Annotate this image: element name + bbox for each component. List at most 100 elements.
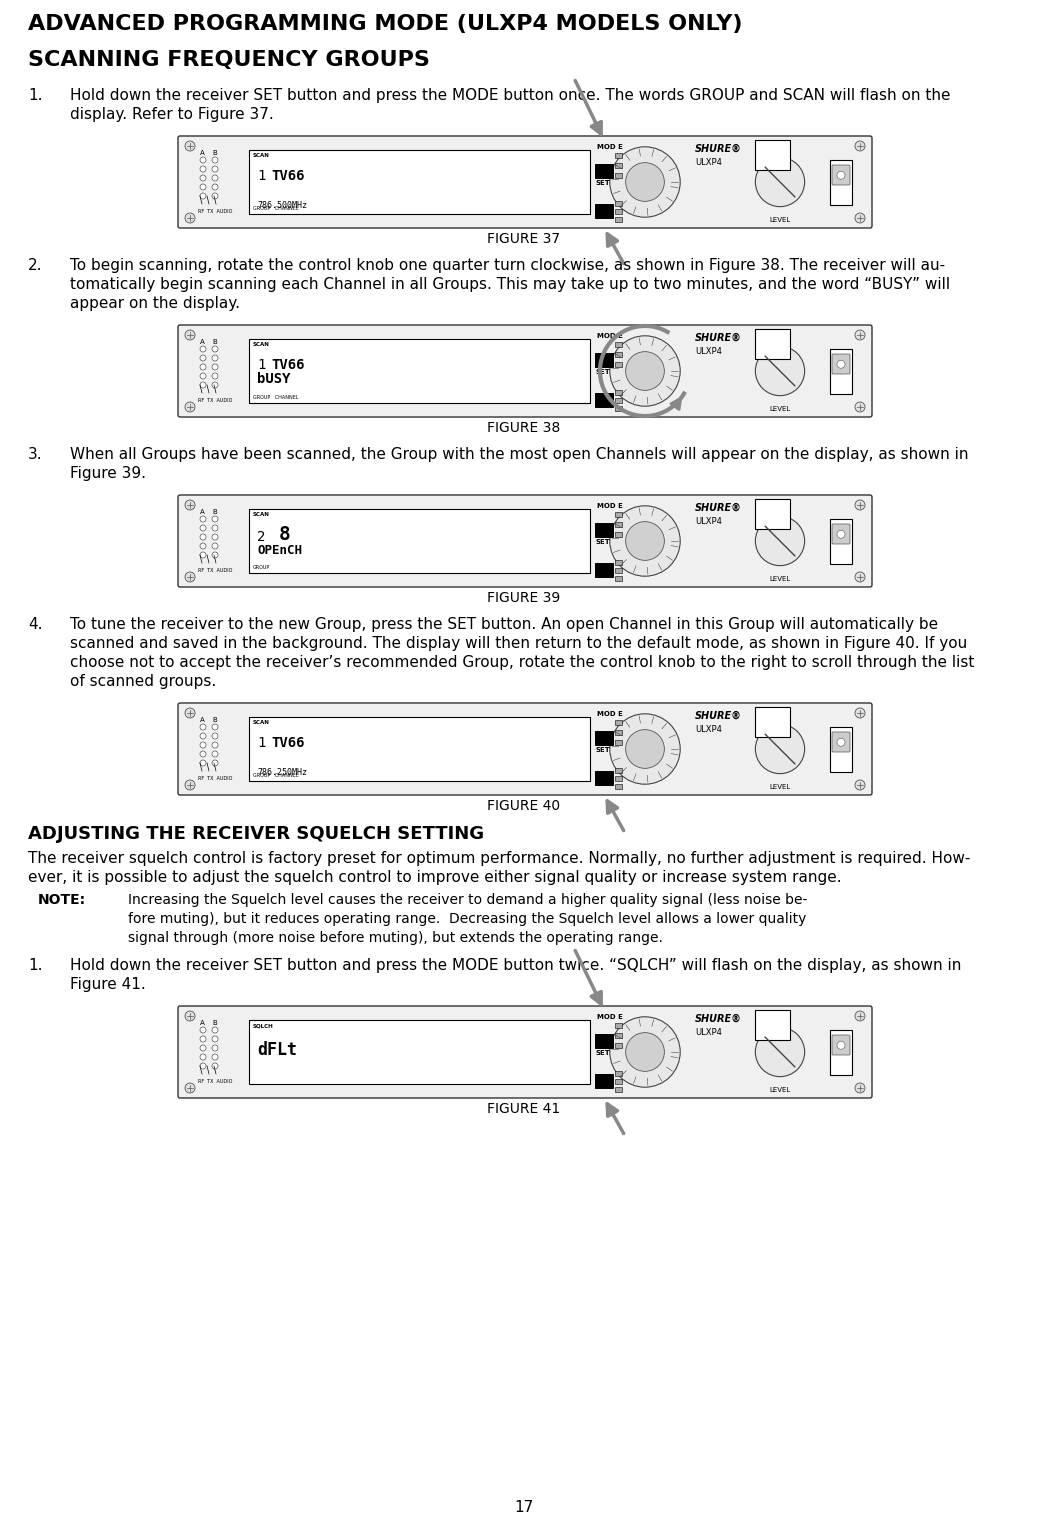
Circle shape xyxy=(756,157,805,207)
Circle shape xyxy=(200,552,206,559)
Text: scanned and saved in the background. The display will then return to the default: scanned and saved in the background. The… xyxy=(70,636,967,651)
Text: Hold down the receiver SET button and press the MODE button twice. “SQLCH” will : Hold down the receiver SET button and pr… xyxy=(70,957,961,973)
FancyBboxPatch shape xyxy=(178,326,872,417)
Circle shape xyxy=(212,345,218,352)
Circle shape xyxy=(212,1036,218,1043)
Circle shape xyxy=(185,330,195,339)
Text: 1: 1 xyxy=(257,169,265,183)
Circle shape xyxy=(212,175,218,181)
Circle shape xyxy=(200,516,206,522)
Text: FIGURE 40: FIGURE 40 xyxy=(487,799,561,813)
FancyBboxPatch shape xyxy=(615,342,623,347)
FancyBboxPatch shape xyxy=(830,160,852,204)
Text: SHURE®: SHURE® xyxy=(695,145,742,154)
Text: GROUP   CHANNEL: GROUP CHANNEL xyxy=(253,773,299,778)
Text: The receiver squelch control is factory preset for optimum performance. Normally: The receiver squelch control is factory … xyxy=(28,851,970,866)
Circle shape xyxy=(626,1032,664,1071)
Text: SCANNING FREQUENCY GROUPS: SCANNING FREQUENCY GROUPS xyxy=(28,50,430,70)
Text: LEVEL: LEVEL xyxy=(769,575,790,581)
Text: signal through (more noise before muting), but extends the operating range.: signal through (more noise before muting… xyxy=(128,931,663,945)
Text: MOD E: MOD E xyxy=(597,1014,623,1020)
Circle shape xyxy=(212,552,218,559)
Text: ULXP4: ULXP4 xyxy=(695,1027,722,1036)
Text: display. Refer to Figure 37.: display. Refer to Figure 37. xyxy=(70,107,274,122)
Circle shape xyxy=(855,1084,865,1093)
Circle shape xyxy=(200,382,206,388)
Circle shape xyxy=(212,373,218,379)
Text: SET: SET xyxy=(595,180,610,186)
FancyBboxPatch shape xyxy=(595,1075,613,1088)
Text: SHURE®: SHURE® xyxy=(695,333,742,342)
Text: SET: SET xyxy=(595,1050,610,1056)
Circle shape xyxy=(212,157,218,163)
Circle shape xyxy=(200,1036,206,1043)
Text: B: B xyxy=(212,339,217,345)
Text: ADJUSTING THE RECEIVER SQUELCH SETTING: ADJUSTING THE RECEIVER SQUELCH SETTING xyxy=(28,825,484,843)
Text: RF  TX  AUDIO: RF TX AUDIO xyxy=(198,1079,233,1084)
Text: A: A xyxy=(200,508,204,514)
Circle shape xyxy=(200,373,206,379)
FancyBboxPatch shape xyxy=(830,726,852,772)
FancyBboxPatch shape xyxy=(830,519,852,563)
Circle shape xyxy=(855,402,865,412)
FancyBboxPatch shape xyxy=(615,201,623,205)
Circle shape xyxy=(200,184,206,190)
Text: A: A xyxy=(200,339,204,345)
Text: FIGURE 38: FIGURE 38 xyxy=(487,422,561,435)
FancyBboxPatch shape xyxy=(615,776,623,781)
FancyBboxPatch shape xyxy=(615,560,623,565)
Circle shape xyxy=(200,175,206,181)
Text: 786.250MHz: 786.250MHz xyxy=(257,769,307,778)
Text: RF  TX  AUDIO: RF TX AUDIO xyxy=(198,568,233,572)
Circle shape xyxy=(855,572,865,581)
Circle shape xyxy=(212,516,218,522)
Text: Increasing the Squelch level causes the receiver to demand a higher quality sign: Increasing the Squelch level causes the … xyxy=(128,893,807,907)
Text: SCAN: SCAN xyxy=(253,511,270,517)
Text: 1: 1 xyxy=(257,358,265,371)
FancyBboxPatch shape xyxy=(615,740,623,744)
FancyBboxPatch shape xyxy=(595,563,613,577)
FancyBboxPatch shape xyxy=(615,362,623,367)
Text: 1: 1 xyxy=(257,737,265,750)
Circle shape xyxy=(200,345,206,352)
Text: ULXP4: ULXP4 xyxy=(695,347,722,356)
Text: MOD E: MOD E xyxy=(597,333,623,339)
Text: SET: SET xyxy=(595,368,610,374)
FancyBboxPatch shape xyxy=(615,568,623,572)
Circle shape xyxy=(610,714,680,784)
Circle shape xyxy=(855,1011,865,1021)
Circle shape xyxy=(610,505,680,577)
Circle shape xyxy=(837,172,845,180)
Text: MOD E: MOD E xyxy=(597,502,623,508)
FancyBboxPatch shape xyxy=(615,1079,623,1084)
Text: GROUP: GROUP xyxy=(253,565,270,571)
FancyBboxPatch shape xyxy=(832,164,850,186)
FancyBboxPatch shape xyxy=(178,703,872,794)
Circle shape xyxy=(200,743,206,747)
Circle shape xyxy=(185,779,195,790)
Text: Figure 39.: Figure 39. xyxy=(70,466,146,481)
Circle shape xyxy=(212,534,218,540)
Circle shape xyxy=(837,361,845,368)
Text: TV66: TV66 xyxy=(271,737,305,750)
Text: choose not to accept the receiver’s recommended Group, rotate the control knob t: choose not to accept the receiver’s reco… xyxy=(70,654,975,670)
Circle shape xyxy=(837,738,845,746)
Text: SCAN: SCAN xyxy=(253,720,270,724)
FancyBboxPatch shape xyxy=(595,164,613,178)
Circle shape xyxy=(200,157,206,163)
Text: To tune the receiver to the new Group, press the SET button. An open Channel in : To tune the receiver to the new Group, p… xyxy=(70,616,938,632)
Text: SHURE®: SHURE® xyxy=(695,1014,742,1024)
FancyBboxPatch shape xyxy=(755,708,790,737)
Circle shape xyxy=(837,1041,845,1049)
FancyBboxPatch shape xyxy=(249,1020,590,1084)
Circle shape xyxy=(200,1027,206,1033)
Circle shape xyxy=(212,750,218,756)
FancyBboxPatch shape xyxy=(615,209,623,215)
Circle shape xyxy=(610,1017,680,1087)
Circle shape xyxy=(200,364,206,370)
FancyBboxPatch shape xyxy=(755,329,790,359)
Text: 1.: 1. xyxy=(28,957,43,973)
FancyBboxPatch shape xyxy=(615,1087,623,1091)
Circle shape xyxy=(185,1084,195,1093)
Text: GROUP   CHANNEL: GROUP CHANNEL xyxy=(253,396,299,400)
